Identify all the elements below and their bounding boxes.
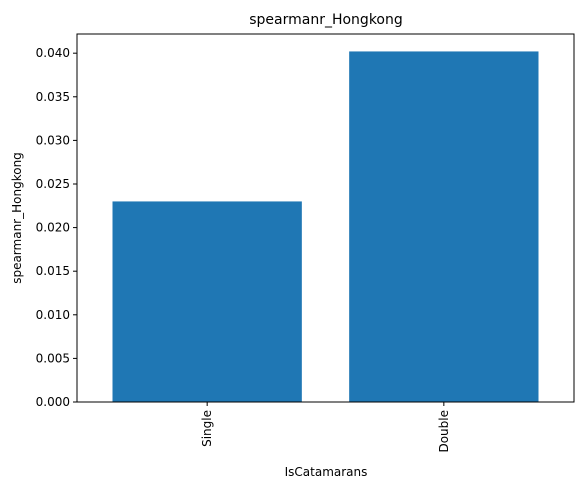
x-axis-title: IsCatamarans: [285, 465, 368, 479]
y-tick-label: 0.030: [36, 133, 70, 147]
y-axis: 0.000 0.005 0.010 0.015 0.020 0.025 0.030 0.035…: [36, 46, 77, 409]
bar-double: [349, 51, 538, 402]
x-axis: Single Double: [200, 402, 451, 453]
x-tick-label: Single: [200, 410, 214, 447]
y-tick-label: 0.025: [36, 177, 70, 191]
bar-single: [113, 201, 302, 402]
y-tick-label: 0.010: [36, 308, 70, 322]
y-tick-label: 0.000: [36, 395, 70, 409]
y-tick-label: 0.035: [36, 90, 70, 104]
bars-group: [113, 51, 539, 402]
y-tick-label: 0.015: [36, 264, 70, 278]
y-axis-title: spearmanr_Hongkong: [10, 152, 24, 284]
chart-title: spearmanr_Hongkong: [249, 12, 403, 28]
y-tick-label: 0.040: [36, 46, 70, 60]
y-tick-label: 0.020: [36, 221, 70, 235]
y-tick-label: 0.005: [36, 351, 70, 365]
x-tick-label: Double: [437, 410, 451, 453]
